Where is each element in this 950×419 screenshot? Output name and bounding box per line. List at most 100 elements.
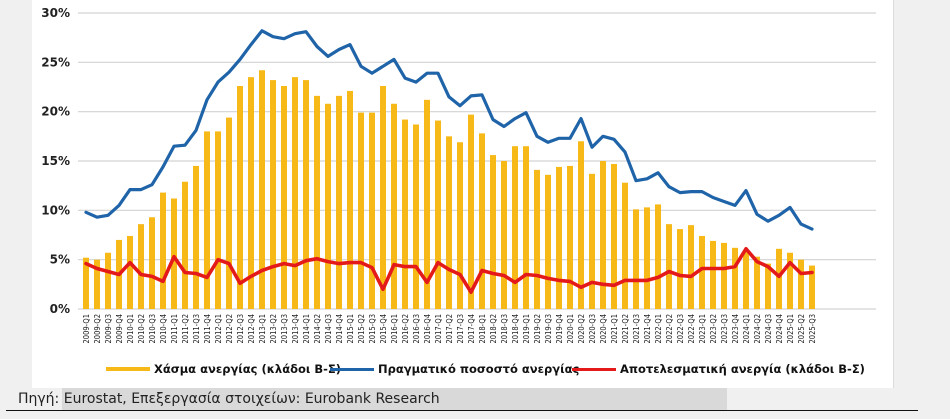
x-tick-label: 2020-Q2 xyxy=(577,314,586,343)
bar xyxy=(534,169,540,309)
x-tick-label: 2015-Q1 xyxy=(346,314,355,343)
bar xyxy=(358,112,364,309)
x-tick-label: 2019-Q4 xyxy=(555,314,564,343)
legend-label-effective: Αποτελεσματική ανεργία (κλάδοι Β-Σ) xyxy=(620,362,865,376)
bar xyxy=(622,182,628,309)
x-tick-label: 2016-Q1 xyxy=(390,314,399,343)
bars-gap xyxy=(83,70,815,310)
x-tick-label: 2023-Q3 xyxy=(720,314,729,343)
y-tick-label: 15% xyxy=(41,154,70,168)
x-tick-label: 2009-Q1 xyxy=(82,314,91,343)
x-tick-label: 2024-Q1 xyxy=(742,314,751,343)
x-tick-label: 2014-Q3 xyxy=(324,314,333,343)
legend-item-actual: Πραγματικό ποσοστό ανεργίας xyxy=(330,362,579,376)
source-highlight xyxy=(62,388,727,410)
x-tick-label: 2016-Q2 xyxy=(401,314,410,343)
x-tick-label: 2020-Q1 xyxy=(566,314,575,343)
y-tick-label: 0% xyxy=(50,302,70,316)
bar xyxy=(171,198,177,309)
bar xyxy=(798,259,804,309)
x-tick-label: 2025-Q1 xyxy=(786,314,795,343)
bar xyxy=(281,86,287,309)
x-tick-label: 2014-Q2 xyxy=(313,314,322,343)
x-tick-label: 2022-Q2 xyxy=(665,314,674,343)
bar xyxy=(479,133,485,309)
x-tick-label: 2010-Q3 xyxy=(148,314,157,343)
bar xyxy=(732,247,738,309)
x-tick-label: 2013-Q2 xyxy=(269,314,278,343)
bar xyxy=(380,86,386,309)
bar xyxy=(468,114,474,309)
x-tick-label: 2016-Q3 xyxy=(412,314,421,343)
y-axis-ticks: 0% 5% 10% 15% 20% 25% 30% xyxy=(41,6,70,316)
x-tick-label: 2022-Q1 xyxy=(654,314,663,343)
bar xyxy=(182,181,188,309)
y-tick-label: 30% xyxy=(41,6,70,20)
x-tick-label: 2023-Q2 xyxy=(709,314,718,343)
bar xyxy=(215,131,221,309)
legend-swatch-gap xyxy=(106,367,150,371)
bar xyxy=(600,161,606,309)
bar xyxy=(204,131,210,309)
source-underline xyxy=(6,410,918,411)
y-tick-label: 20% xyxy=(41,105,70,119)
x-tick-label: 2020-Q4 xyxy=(599,314,608,343)
bar xyxy=(314,95,320,309)
bar xyxy=(391,103,397,309)
x-tick-label: 2022-Q3 xyxy=(676,314,685,343)
x-tick-label: 2022-Q4 xyxy=(687,314,696,343)
y-tick-label: 5% xyxy=(50,253,70,267)
bar xyxy=(710,240,716,309)
x-tick-label: 2012-Q3 xyxy=(236,314,245,343)
x-tick-label: 2023-Q4 xyxy=(731,314,740,343)
x-tick-label: 2024-Q3 xyxy=(764,314,773,343)
bar xyxy=(259,70,265,309)
x-tick-label: 2012-Q4 xyxy=(247,314,256,343)
legend-swatch-actual xyxy=(330,367,374,371)
x-tick-label: 2020-Q3 xyxy=(588,314,597,343)
bar xyxy=(369,112,375,309)
bar xyxy=(589,173,595,309)
x-tick-label: 2014-Q4 xyxy=(335,314,344,343)
bar xyxy=(688,225,694,309)
bar xyxy=(94,259,100,309)
x-tick-label: 2018-Q4 xyxy=(511,314,520,343)
bar xyxy=(743,251,749,309)
bar xyxy=(325,103,331,309)
legend-label-actual: Πραγματικό ποσοστό ανεργίας xyxy=(378,362,580,376)
x-tick-label: 2013-Q4 xyxy=(291,314,300,343)
x-tick-label: 2025-Q2 xyxy=(797,314,806,343)
x-tick-label: 2009-Q3 xyxy=(104,314,113,343)
legend-item-effective: Αποτελεσματική ανεργία (κλάδοι Β-Σ) xyxy=(572,362,865,376)
legend-swatch-effective xyxy=(572,367,616,371)
x-tick-label: 2024-Q2 xyxy=(753,314,762,343)
x-tick-label: 2025-Q3 xyxy=(808,314,817,343)
x-tick-label: 2021-Q1 xyxy=(610,314,619,343)
bar xyxy=(435,120,441,310)
bar xyxy=(490,155,496,309)
x-tick-label: 2017-Q4 xyxy=(467,314,476,343)
x-tick-label: 2012-Q1 xyxy=(214,314,223,343)
bar xyxy=(303,80,309,310)
x-tick-label: 2019-Q2 xyxy=(533,314,542,343)
x-tick-label: 2017-Q3 xyxy=(456,314,465,343)
bar xyxy=(644,207,650,309)
x-tick-label: 2017-Q1 xyxy=(434,314,443,343)
bar xyxy=(193,165,199,309)
bar xyxy=(578,141,584,309)
x-tick-label: 2011-Q1 xyxy=(170,314,179,343)
x-tick-label: 2009-Q2 xyxy=(93,314,102,343)
x-tick-label: 2018-Q1 xyxy=(478,314,487,343)
bar xyxy=(666,224,672,309)
bar xyxy=(787,252,793,309)
bar xyxy=(501,161,507,309)
x-tick-label: 2013-Q3 xyxy=(280,314,289,343)
bar xyxy=(545,174,551,309)
bar xyxy=(138,224,144,309)
bar xyxy=(402,119,408,309)
x-tick-label: 2010-Q4 xyxy=(159,314,168,343)
bar xyxy=(677,229,683,309)
x-tick-label: 2018-Q2 xyxy=(489,314,498,343)
bar xyxy=(611,163,617,309)
x-tick-label: 2021-Q2 xyxy=(621,314,630,343)
